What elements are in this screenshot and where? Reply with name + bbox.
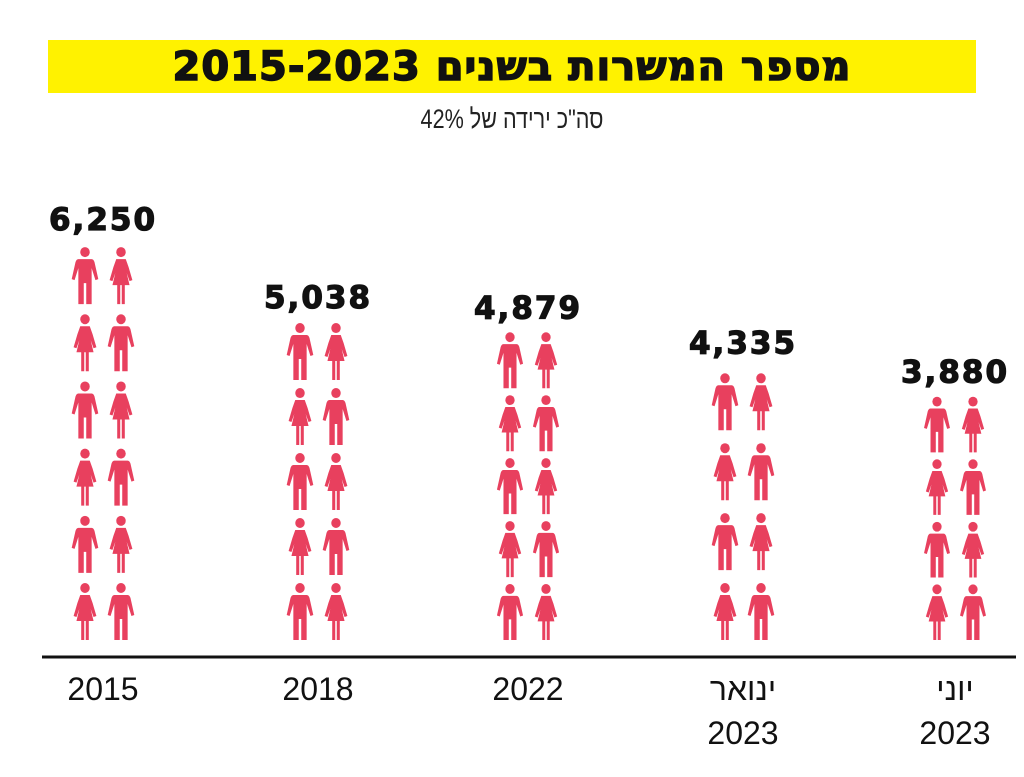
x-tick-label: 2022 — [492, 671, 563, 707]
x-tick-label: 2018 — [282, 671, 353, 707]
male-person-icon — [107, 448, 135, 506]
female-person-icon — [925, 584, 949, 641]
column-2: 4,879 2022 — [473, 290, 582, 707]
female-person-icon — [73, 314, 97, 372]
female-person-icon — [73, 448, 97, 506]
female-person-icon — [534, 458, 558, 515]
female-person-icon — [713, 443, 737, 501]
male-person-icon — [71, 247, 99, 305]
title-banner: מספר המשרות בשנים 2015-2023 — [48, 40, 976, 93]
male-person-icon — [286, 453, 314, 511]
x-tick-label: יוני — [936, 671, 973, 707]
female-person-icon — [713, 583, 737, 640]
female-person-icon — [288, 388, 312, 446]
female-person-icon — [498, 395, 522, 452]
male-person-icon — [71, 381, 99, 439]
value-label: 3,880 — [901, 355, 1009, 391]
female-person-icon — [925, 459, 949, 515]
male-person-icon — [960, 459, 986, 515]
male-person-icon — [532, 521, 560, 578]
male-person-icon — [532, 395, 560, 452]
column-1: 5,038 2018 — [263, 279, 372, 707]
male-person-icon — [107, 314, 135, 372]
female-person-icon — [324, 453, 348, 511]
x-tick-label: 2023 — [919, 715, 990, 751]
female-person-icon — [73, 583, 97, 640]
female-person-icon — [534, 584, 558, 641]
male-person-icon — [496, 332, 524, 389]
male-person-icon — [496, 458, 524, 515]
male-person-icon — [747, 583, 775, 640]
male-person-icon — [322, 518, 350, 576]
female-person-icon — [288, 518, 312, 576]
male-person-icon — [71, 515, 99, 573]
female-person-icon — [534, 332, 558, 389]
male-person-icon — [711, 513, 739, 571]
male-person-icon — [496, 584, 524, 641]
female-person-icon — [498, 521, 522, 578]
x-tick-label: ינואר — [710, 671, 776, 707]
male-person-icon — [107, 583, 135, 640]
value-label: 4,879 — [474, 290, 582, 326]
female-person-icon — [324, 583, 348, 640]
value-label: 5,038 — [264, 280, 372, 316]
male-person-icon — [747, 443, 775, 501]
value-label: 4,335 — [689, 325, 797, 361]
male-person-icon — [960, 584, 986, 641]
male-person-icon — [322, 388, 350, 446]
female-person-icon — [961, 521, 985, 578]
male-person-icon — [286, 583, 314, 640]
male-person-icon — [924, 521, 950, 578]
female-person-icon — [109, 381, 133, 439]
chart-subtitle: סה"כ ירידה של 42% — [420, 104, 604, 134]
column-4: 3,880 יוני 2023 — [900, 354, 1009, 751]
value-label: 6,250 — [49, 202, 157, 238]
chart-title: מספר המשרות בשנים 2015-2023 — [172, 43, 852, 91]
male-person-icon — [924, 396, 950, 453]
female-person-icon — [109, 515, 133, 573]
female-person-icon — [749, 513, 773, 571]
male-person-icon — [286, 323, 314, 381]
female-person-icon — [749, 373, 773, 431]
x-tick-label: 2023 — [707, 715, 778, 751]
x-tick-label: 2015 — [67, 671, 138, 707]
column-0: 6,250 2015 — [48, 201, 157, 707]
male-person-icon — [711, 373, 739, 431]
female-person-icon — [109, 247, 133, 305]
female-person-icon — [961, 396, 985, 453]
column-3: 4,335 ינואר 2023 — [688, 325, 797, 751]
female-person-icon — [324, 323, 348, 381]
